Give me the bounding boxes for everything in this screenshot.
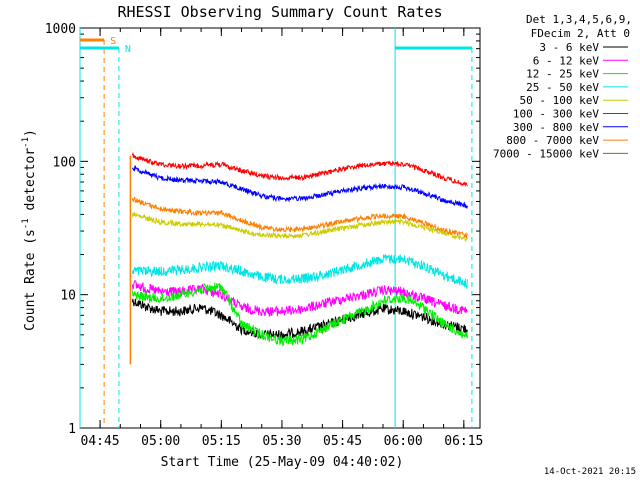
y-axis-label-part3: ) [23,129,38,137]
x-tick-label: 05:15 [202,434,241,449]
y-axis-label-part2: detector [23,148,38,219]
y-tick-label: 100 [53,155,76,170]
x-axis-label: Start Time (25-May-09 04:40:02) [161,455,404,470]
series-line-100-300keV [131,151,468,188]
marker-label: S [110,36,116,47]
y-axis-label-part1: Count Rate (s [23,229,38,331]
y-tick-label: 10 [60,289,76,304]
marker-label: N [125,44,131,55]
series-line-25-50keV [131,253,468,289]
series-line-3-6keV [131,298,468,340]
legend-header-line2: FDecim 2, Att 0 [531,27,630,40]
y-tick-label: 1 [68,422,76,437]
legend-header-line1: Det 1,3,4,5,6,9, [526,13,632,26]
chart-title: RHESSI Observing Summary Count Rates [117,3,442,21]
x-tick-label: 05:45 [323,434,362,449]
legend-label: 800 - 7000 keV [506,134,599,147]
series-line-12-25keV [131,282,468,347]
legend-label: 7000 - 15000 keV [493,147,599,160]
axes-layer: 1 10 100 1000 04:45 05:00 05:15 05:30 05:45 06:00… [45,22,484,449]
y-axis-label-sup1: -1 [21,218,31,229]
y-axis-label: Count Rate (s-1 detector-1) [21,129,38,331]
plot-frame [79,27,481,429]
y-axis-label-sup2: -1 [21,137,31,148]
x-tick-label: 06:00 [384,434,423,449]
legend-label: 100 - 300 keV [513,108,599,121]
markers-layer: SN [79,28,473,428]
series-line-50-100keV [131,211,468,243]
legend-label: 50 - 100 keV [520,94,600,107]
legend-label: 300 - 800 keV [513,121,599,134]
legend-label: 12 - 25 keV [526,68,599,81]
timestamp: 14-Oct-2021 20:15 [544,467,636,477]
legend-label: 25 - 50 keV [526,81,599,94]
series-line-300-800keV [132,165,468,210]
series-layer [131,151,468,347]
x-tick-label: 06:15 [444,434,483,449]
legend-label: 3 - 6 keV [539,41,599,54]
x-tick-label: 05:30 [262,434,301,449]
x-tick-label: 04:45 [81,434,120,449]
series-line-800-7000keV [131,196,468,239]
series-line-6-12keV [131,279,468,317]
x-tick-label: 05:00 [141,434,180,449]
legend-label: 6 - 12 keV [533,54,600,67]
y-tick-label: 1000 [45,22,76,37]
